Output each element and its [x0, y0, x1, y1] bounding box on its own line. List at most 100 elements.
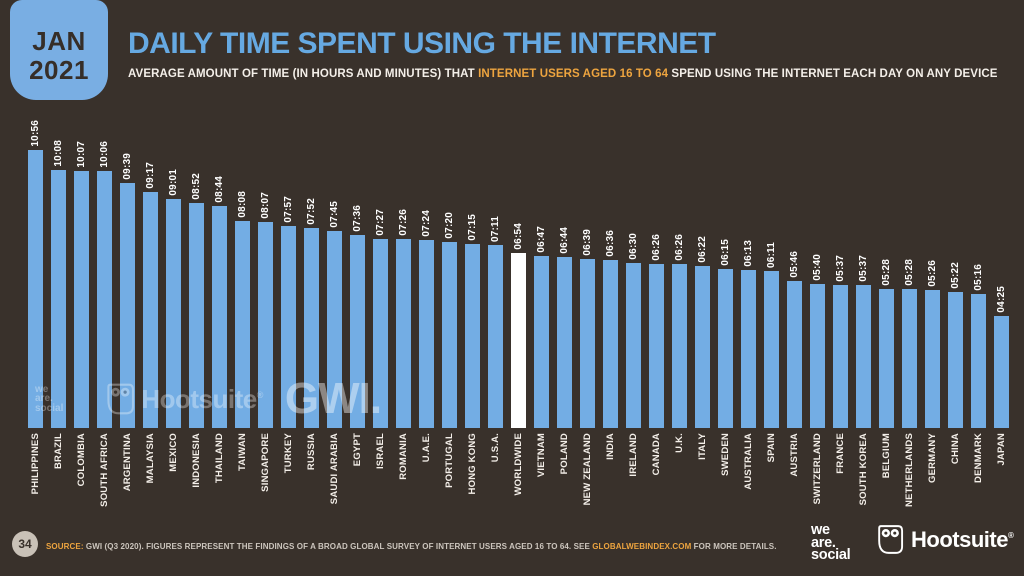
bar-belgium — [879, 289, 894, 428]
bar-value-label: 06:26 — [651, 234, 662, 261]
bar-category-label: FRANCE — [835, 433, 846, 474]
bar-value-label: 07:24 — [421, 210, 432, 237]
bar-zone: 05:16 — [971, 118, 986, 428]
page-title: DAILY TIME SPENT USING THE INTERNET — [128, 27, 716, 60]
bar-value-label: 07:26 — [398, 209, 409, 236]
bar-category-label: SINGAPORE — [260, 433, 271, 492]
bar-value-label: 07:52 — [306, 198, 317, 225]
bar-column: 08:08 TAIWAN — [235, 118, 250, 515]
source-note: SOURCE: GWI (Q3 2020). FIGURES REPRESENT… — [46, 542, 777, 551]
bar-value-label: 06:22 — [697, 236, 708, 263]
bar-column: 10:07 COLOMBIA — [74, 118, 89, 515]
bar-zone: 09:17 — [143, 118, 158, 428]
bar-zone: 10:56 — [28, 118, 43, 428]
date-badge: JAN 2021 — [10, 0, 108, 100]
bar-column: 05:16 DENMARK — [971, 118, 986, 515]
bar-zone: 09:39 — [120, 118, 135, 428]
bar-column: 06:47 VIETNAM — [534, 118, 549, 515]
bar-taiwan — [235, 221, 250, 428]
bar-turkey — [281, 226, 296, 428]
bar-zone: 06:39 — [580, 118, 595, 428]
bar-column: 07:11 U.S.A. — [488, 118, 503, 515]
source-link[interactable]: GLOBALWEBINDEX.COM — [592, 542, 692, 551]
bar-zone: 06:15 — [718, 118, 733, 428]
bar-category-label: SOUTH AFRICA — [99, 433, 110, 507]
bar-value-label: 06:15 — [720, 239, 731, 266]
bar-value-label: 10:07 — [76, 141, 87, 168]
bar-zone: 05:40 — [810, 118, 825, 428]
bar-column: 05:28 NETHERLANDS — [902, 118, 917, 515]
bar-column: 09:39 ARGENTINA — [120, 118, 135, 515]
bar-value-label: 08:07 — [260, 192, 271, 219]
bar-zone: 05:37 — [833, 118, 848, 428]
page-number-badge: 34 — [12, 531, 38, 557]
bar-column: 07:26 ROMANIA — [396, 118, 411, 515]
bar-column: 06:13 AUSTRALIA — [741, 118, 756, 515]
bar-category-label: AUSTRIA — [789, 433, 800, 477]
bar-value-label: 05:26 — [927, 260, 938, 287]
bar-value-label: 06:44 — [559, 227, 570, 254]
bar-value-label: 10:06 — [99, 141, 110, 168]
bar-category-label: GERMANY — [927, 433, 938, 483]
bar-column: 05:26 GERMANY — [925, 118, 940, 515]
bar-category-label: TURKEY — [283, 433, 294, 474]
bar-value-label: 08:44 — [214, 176, 225, 203]
bar-china — [948, 292, 963, 428]
bar-column: 09:17 MALAYSIA — [143, 118, 158, 515]
bar-column: 06:39 NEW ZEALAND — [580, 118, 595, 515]
bar-column: 05:46 AUSTRIA — [787, 118, 802, 515]
bar-zone: 04:25 — [994, 118, 1009, 428]
bar-category-label: THAILAND — [214, 433, 225, 484]
bar-u-a-e — [419, 240, 434, 428]
bar-u-k — [672, 264, 687, 428]
source-suffix: FOR MORE DETAILS. — [691, 542, 777, 551]
subtitle-suffix: SPEND USING THE INTERNET EACH DAY ON ANY… — [668, 68, 998, 80]
bar-value-label: 09:17 — [145, 162, 156, 189]
bar-zone: 08:07 — [258, 118, 273, 428]
bar-column: 05:40 SWITZERLAND — [810, 118, 825, 515]
bar-mexico — [166, 199, 181, 428]
bar-column: 06:44 POLAND — [557, 118, 572, 515]
bar-category-label: DENMARK — [973, 433, 984, 483]
bar-category-label: ITALY — [697, 433, 708, 460]
bar-column: 05:28 BELGIUM — [879, 118, 894, 515]
source-text: GWI (Q3 2020). FIGURES REPRESENT THE FIN… — [83, 542, 593, 551]
bar-value-label: 05:28 — [881, 259, 892, 286]
bar-category-label: ARGENTINA — [122, 433, 133, 492]
bar-switzerland — [810, 284, 825, 428]
bar-zone: 08:08 — [235, 118, 250, 428]
bar-south-africa — [97, 171, 112, 428]
bar-column: 06:30 IRELAND — [626, 118, 641, 515]
bar-column: 08:44 THAILAND — [212, 118, 227, 515]
bar-category-label: CHINA — [950, 433, 961, 465]
bar-value-label: 06:30 — [628, 233, 639, 260]
bar-column: 05:37 FRANCE — [833, 118, 848, 515]
bar-value-label: 05:37 — [835, 255, 846, 282]
bar-category-label: MEXICO — [168, 433, 179, 472]
bar-zone: 08:44 — [212, 118, 227, 428]
bar-category-label: MALAYSIA — [145, 433, 156, 484]
bar-value-label: 05:46 — [789, 251, 800, 278]
bar-ireland — [626, 263, 641, 428]
hootsuite-logo: Hootsuite® — [876, 524, 1014, 555]
subtitle-prefix: AVERAGE AMOUNT OF TIME (IN HOURS AND MIN… — [128, 68, 479, 80]
subtitle-highlight: INTERNET USERS AGED 16 TO 64 — [478, 68, 669, 80]
bar-column: 05:37 SOUTH KOREA — [856, 118, 871, 515]
source-label: SOURCE: — [46, 542, 84, 551]
bar-category-label: WORLDWIDE — [513, 433, 524, 496]
bar-indonesia — [189, 203, 204, 428]
bar-zone: 10:08 — [51, 118, 66, 428]
bar-zone: 06:26 — [672, 118, 687, 428]
bar-zone: 07:11 — [488, 118, 503, 428]
bar-zone: 06:47 — [534, 118, 549, 428]
bar-value-label: 08:52 — [191, 173, 202, 200]
bar-philippines — [28, 150, 43, 428]
bar-value-label: 09:39 — [122, 153, 133, 180]
bar-value-label: 05:22 — [950, 262, 961, 289]
bar-column: 06:15 SWEDEN — [718, 118, 733, 515]
bar-worldwide — [511, 253, 526, 428]
bar-australia — [741, 270, 756, 428]
bar-zone: 06:54 — [511, 118, 526, 428]
bar-category-label: COLOMBIA — [76, 433, 87, 487]
bar-zone: 07:52 — [304, 118, 319, 428]
